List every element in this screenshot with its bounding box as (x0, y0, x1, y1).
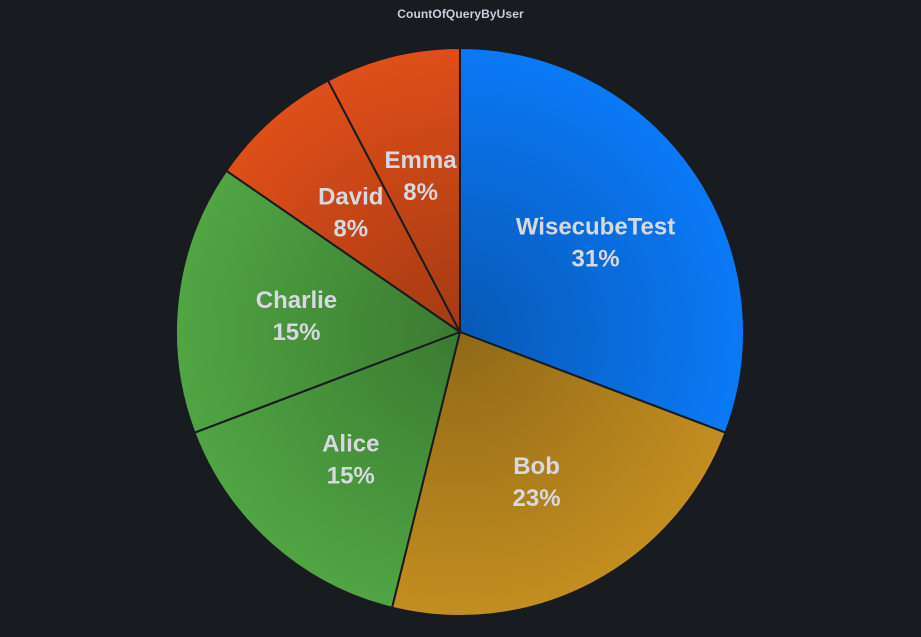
slice-name: WisecubeTest (516, 213, 675, 240)
slice-percent: 15% (272, 319, 320, 346)
slice-name: David (318, 184, 383, 211)
pie-slice-emma[interactable] (326, 46, 461, 333)
slice-label-wisecubetest: WisecubeTest 31% (516, 213, 675, 272)
slice-label-bob: Bob 23% (513, 453, 561, 512)
pie-slice-charlie[interactable] (175, 169, 463, 434)
slice-percent: 8% (333, 216, 368, 243)
slice-name: Bob (513, 453, 560, 480)
labels-layer: WisecubeTest 31% Bob 23% Alice 15% Charlie 15% D… (256, 147, 675, 512)
slice-percent: 8% (403, 179, 438, 206)
pie-slice-bob[interactable] (390, 330, 727, 617)
slices-layer (175, 46, 745, 617)
slice-label-alice: Alice 15% (322, 430, 379, 489)
slice-name: Emma (385, 147, 458, 174)
pie-slice-david[interactable] (224, 79, 461, 333)
slice-name: Charlie (256, 287, 337, 314)
slice-name: Alice (322, 430, 379, 457)
slice-percent: 23% (513, 485, 561, 512)
slice-percent: 31% (572, 245, 620, 272)
slice-label-david: David 8% (318, 184, 383, 243)
slice-label-emma: Emma 8% (385, 147, 458, 206)
slice-percent: 15% (327, 462, 375, 489)
pie-slice-wisecubetest[interactable] (459, 46, 745, 434)
slice-label-charlie: Charlie 15% (256, 287, 337, 346)
panel-title[interactable]: CountOfQueryByUser (397, 7, 524, 21)
pie-slice-alice[interactable] (193, 330, 462, 609)
